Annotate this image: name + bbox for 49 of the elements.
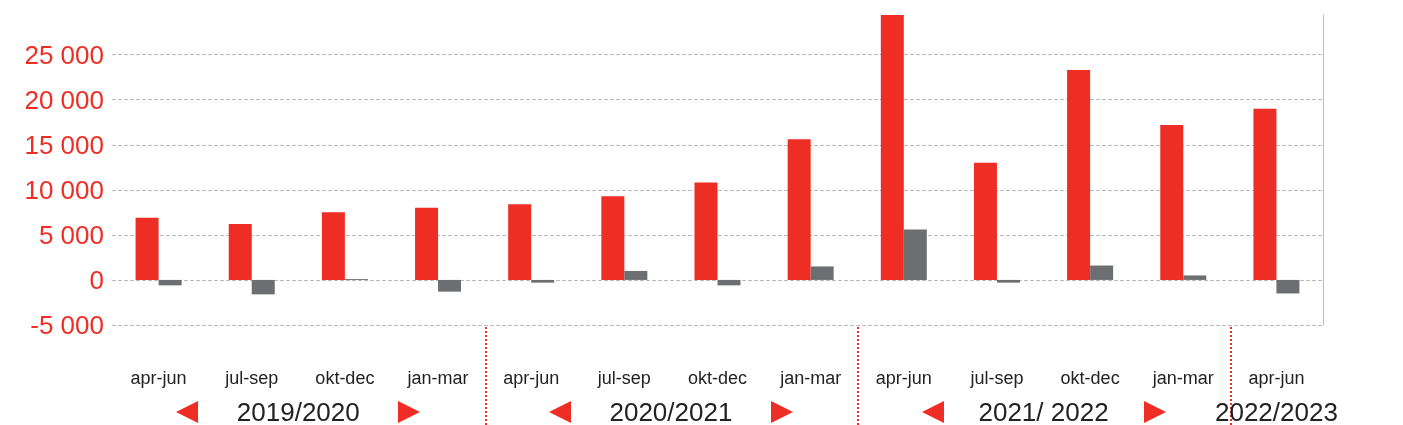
bar [228,224,252,280]
x-tick-label: jan-mar [406,368,469,388]
bar [321,212,345,280]
bar [880,15,904,280]
bar [1160,124,1184,280]
bar [787,139,811,280]
x-tick-label: okt-dec [1060,368,1120,388]
bar [531,279,555,283]
bar [1067,69,1091,280]
y-tick-label: 10 000 [24,174,104,205]
y-tick-label: -5 000 [30,310,104,340]
bar [508,204,532,280]
y-tick-label: 15 000 [24,129,104,160]
bar [135,217,159,280]
bar [694,182,718,280]
bar [1253,108,1277,280]
text: 2021/ 2022 [978,396,1109,425]
x-tick-label: jul-sep [224,368,279,388]
x-tick-label: jul-sep [596,368,651,388]
bar [996,279,1020,283]
x-tick-label: apr-jun [875,368,932,388]
x-tick-label: okt-dec [315,368,375,388]
x-tick-label: jul-sep [969,368,1024,388]
text: 2019/2020 [236,396,360,425]
text: 2022/2023 [1214,396,1338,425]
bar [973,162,997,280]
bar [903,229,927,280]
x-tick-label: jan-mar [1151,368,1214,388]
y-tick-label: 5 000 [38,219,104,250]
x-tick-label: okt-dec [687,368,748,388]
bar [251,279,275,295]
bar [158,279,182,286]
bar [717,279,741,286]
y-tick-label: 20 000 [24,84,104,115]
bar [415,207,439,280]
bar [1276,279,1300,294]
x-tick-label: jan-mar [779,368,842,388]
bar [601,196,625,280]
y-tick-label: 0 [89,264,104,295]
bar [438,279,462,292]
text: 2020/2021 [609,396,733,425]
x-tick-label: apr-jun [130,368,187,388]
x-tick-label: apr-jun [1248,368,1305,388]
y-tick-label: 25 000 [24,39,104,70]
bar [1183,275,1207,280]
bar [624,270,648,280]
bar [810,266,834,280]
bar [1090,265,1114,280]
x-tick-label: apr-jun [503,368,560,388]
